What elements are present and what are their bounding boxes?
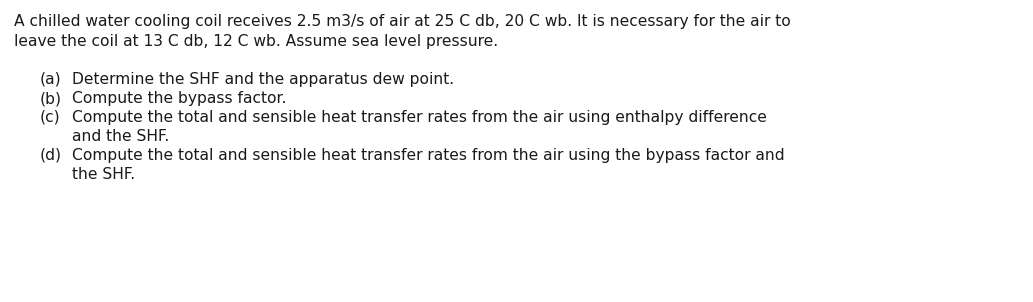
Text: Compute the total and sensible heat transfer rates from the air using the bypass: Compute the total and sensible heat tran… (72, 148, 785, 163)
Text: (c): (c) (40, 110, 61, 125)
Text: (d): (d) (40, 148, 62, 163)
Text: leave the coil at 13 C db, 12 C wb. Assume sea level pressure.: leave the coil at 13 C db, 12 C wb. Assu… (14, 34, 498, 49)
Text: and the SHF.: and the SHF. (72, 129, 169, 144)
Text: Determine the SHF and the apparatus dew point.: Determine the SHF and the apparatus dew … (72, 72, 455, 87)
Text: (b): (b) (40, 91, 62, 106)
Text: Compute the bypass factor.: Compute the bypass factor. (72, 91, 286, 106)
Text: Compute the total and sensible heat transfer rates from the air using enthalpy d: Compute the total and sensible heat tran… (72, 110, 766, 125)
Text: A chilled water cooling coil receives 2.5 m3/s of air at 25 C db, 20 C wb. It is: A chilled water cooling coil receives 2.… (14, 14, 790, 29)
Text: (a): (a) (40, 72, 62, 87)
Text: the SHF.: the SHF. (72, 167, 135, 182)
